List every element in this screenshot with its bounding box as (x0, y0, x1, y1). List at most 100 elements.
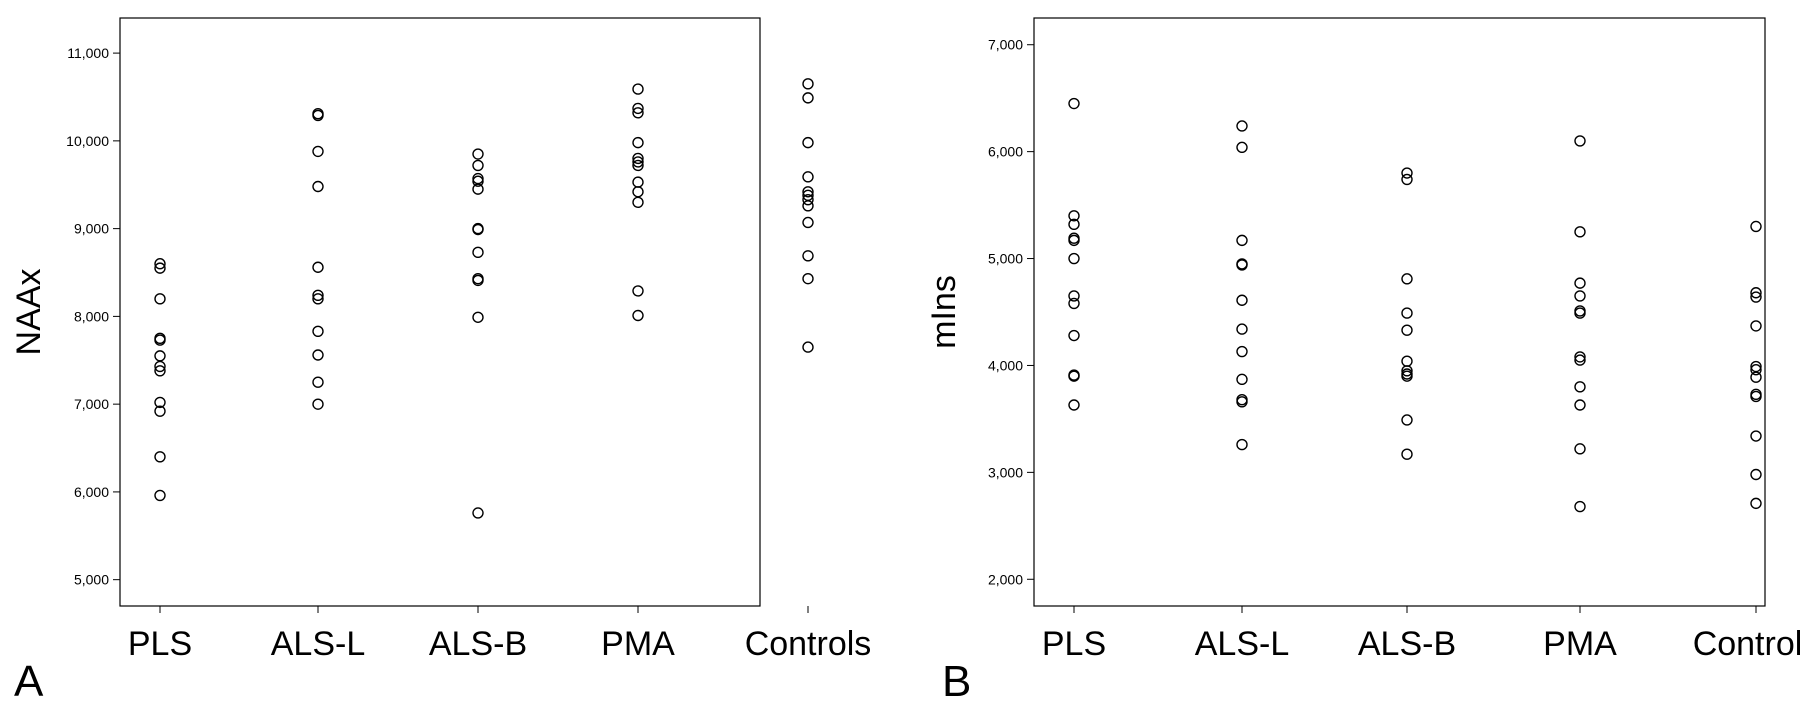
data-point (1236, 234, 1248, 247)
data-point (154, 405, 166, 417)
data-point (1750, 320, 1762, 332)
data-point (802, 341, 814, 353)
panel-label: B (942, 657, 971, 706)
data-point (312, 398, 324, 410)
data-point (154, 293, 166, 305)
data-point (472, 507, 484, 519)
data-point (1750, 371, 1762, 383)
data-point (1401, 167, 1413, 179)
data-point (472, 183, 484, 195)
data-point (472, 223, 484, 236)
data-point (632, 136, 644, 149)
data-point (1750, 497, 1762, 510)
data-point (802, 200, 814, 212)
data-point (154, 489, 166, 502)
y-tick-label: 6,000 (74, 484, 109, 500)
data-point (1750, 390, 1762, 403)
data-point (472, 311, 484, 323)
data-point (312, 349, 324, 361)
data-point (1236, 373, 1248, 386)
data-point (802, 136, 814, 149)
data-point (1068, 290, 1080, 302)
data-point (1236, 259, 1248, 271)
data-point (1574, 500, 1586, 513)
data-point (312, 109, 324, 122)
data-point (312, 289, 324, 302)
data-point (1401, 273, 1413, 285)
data-point (1574, 307, 1586, 319)
data-point (1068, 370, 1080, 382)
plot-frame (1033, 17, 1766, 607)
data-point (632, 176, 644, 188)
x-category-label: ALS-L (271, 625, 366, 663)
data-point (632, 102, 644, 115)
data-point (1236, 294, 1248, 306)
data-point (1236, 438, 1248, 451)
y-tick-label: 9,000 (74, 221, 109, 237)
data-point (1068, 329, 1080, 342)
y-tick-label: 5,000 (988, 251, 1023, 267)
data-point (1750, 430, 1762, 442)
data-point (312, 145, 324, 158)
data-point (632, 156, 644, 168)
data-point (1401, 365, 1413, 377)
data-point (632, 285, 644, 297)
data-point (1068, 297, 1080, 310)
data-point (154, 350, 166, 362)
data-point (154, 258, 166, 270)
data-point (632, 309, 644, 322)
x-category-label: PMA (601, 625, 675, 663)
y-tick-label: 4,000 (988, 357, 1023, 373)
y-tick-label: 10,000 (66, 133, 109, 149)
x-category-label: PLS (1042, 625, 1106, 663)
y-tick-label: 5,000 (74, 572, 109, 588)
data-point (1401, 324, 1413, 336)
x-category-label: PLS (128, 625, 192, 663)
data-point (1068, 234, 1080, 247)
data-point (1401, 414, 1413, 426)
data-point (1574, 277, 1586, 289)
data-point (802, 216, 814, 229)
data-point (632, 159, 644, 172)
data-point (312, 325, 324, 338)
data-point (802, 92, 814, 104)
data-point (1068, 210, 1080, 222)
data-point (802, 186, 814, 198)
data-point (1401, 173, 1413, 186)
data-point (1401, 448, 1413, 460)
data-point (1750, 291, 1762, 303)
y-tick-label: 8,000 (74, 308, 109, 324)
data-point (472, 175, 484, 187)
x-category-label: ALS-B (1358, 625, 1456, 663)
data-point (472, 246, 484, 259)
data-point (1574, 381, 1586, 393)
y-tick-label: 6,000 (988, 144, 1023, 160)
x-category-label: ALS-B (429, 625, 527, 663)
data-point (312, 261, 324, 273)
data-point (1750, 364, 1762, 376)
data-point (802, 171, 814, 183)
data-point (1236, 396, 1248, 408)
data-point (312, 293, 324, 305)
y-tick-label: 7,000 (74, 396, 109, 412)
data-point (632, 186, 644, 198)
data-point (1574, 226, 1586, 238)
data-point (154, 360, 166, 373)
data-point (154, 365, 166, 377)
x-category-label: Controls (1693, 625, 1800, 663)
data-point (312, 180, 324, 193)
data-point (472, 274, 484, 287)
data-point (632, 107, 644, 119)
panel-label: A (14, 657, 44, 706)
data-point (1236, 323, 1248, 335)
data-point (802, 78, 814, 90)
data-point (632, 152, 644, 165)
data-point (1236, 120, 1248, 132)
data-point (802, 250, 814, 262)
data-point (1574, 399, 1586, 411)
data-point (312, 376, 324, 388)
data-point (154, 334, 166, 346)
plot-frame (119, 17, 761, 607)
data-point (1574, 354, 1586, 366)
